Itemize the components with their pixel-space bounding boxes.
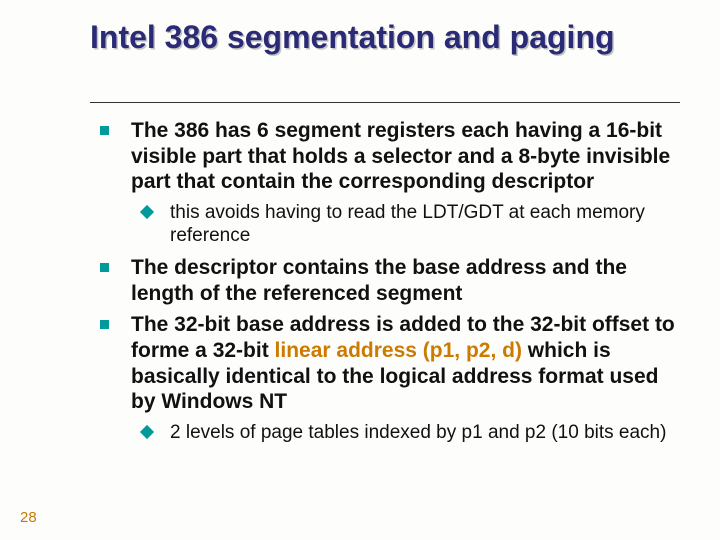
sub-bullet-item: 2 levels of page tables indexed by p1 an… xyxy=(142,421,680,444)
square-bullet-icon xyxy=(100,126,109,135)
title-underline xyxy=(90,102,680,103)
bullet-item: The 32-bit base address is added to the … xyxy=(100,312,680,414)
bullet-item: The descriptor contains the base address… xyxy=(100,255,680,306)
bullet-text: The 386 has 6 segment registers each hav… xyxy=(131,118,680,195)
sub-bullet-text: 2 levels of page tables indexed by p1 an… xyxy=(170,421,680,444)
square-bullet-icon xyxy=(100,263,109,272)
bullet-item: The 386 has 6 segment registers each hav… xyxy=(100,118,680,195)
page-number: 28 xyxy=(20,509,37,526)
bullet-text: The 32-bit base address is added to the … xyxy=(131,312,680,414)
slide-body: The 386 has 6 segment registers each hav… xyxy=(100,118,680,452)
square-bullet-icon xyxy=(100,320,109,329)
sub-bullet-item: this avoids having to read the LDT/GDT a… xyxy=(142,201,680,247)
bullet-text: The descriptor contains the base address… xyxy=(131,255,680,306)
accent-text: linear address (p1, p2, d) xyxy=(275,339,522,362)
sub-bullet-text: this avoids having to read the LDT/GDT a… xyxy=(170,201,680,247)
diamond-bullet-icon xyxy=(140,205,154,219)
diamond-bullet-icon xyxy=(140,425,154,439)
slide: Intel 386 segmentation and paging The 38… xyxy=(0,0,720,540)
slide-title: Intel 386 segmentation and paging xyxy=(90,20,660,55)
